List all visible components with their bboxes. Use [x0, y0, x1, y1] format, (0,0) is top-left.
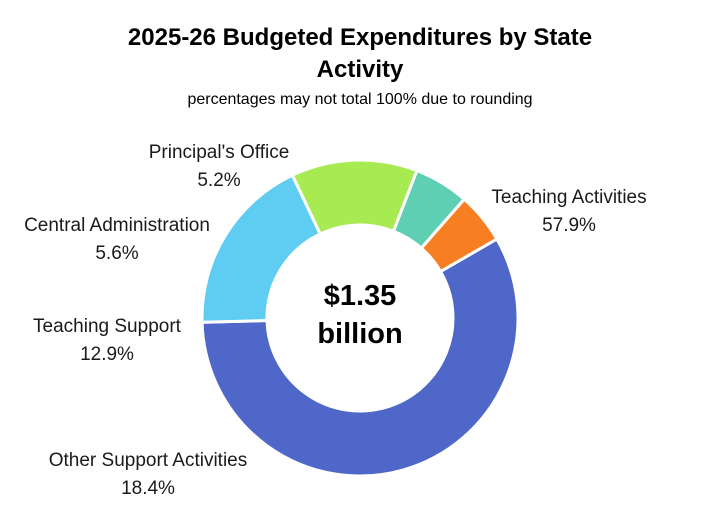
slice-label-name: Other Support Activities	[49, 450, 248, 471]
slice-principal-s-office	[419, 197, 499, 274]
slice-label-value: 18.4%	[121, 478, 175, 499]
slice-label-value: 57.9%	[542, 215, 596, 236]
chart-title-line-2: Activity	[317, 56, 404, 83]
chart-subtitle: percentages may not total 100% due to ro…	[187, 91, 532, 108]
donut-slices	[200, 158, 520, 478]
slice-labels: Teaching Activities 57.9% Other Support Ac…	[24, 142, 647, 499]
chart-title-line-1: 2025-26 Budgeted Expenditures by State	[128, 24, 592, 51]
slice-label-value: 12.9%	[80, 344, 134, 365]
slice-label-name: Teaching Support	[33, 316, 182, 337]
slice-label-name: Teaching Activities	[491, 187, 646, 208]
slice-label-value: 5.6%	[95, 243, 138, 264]
center-total-line-2: billion	[317, 318, 402, 350]
slice-label-name: Principal's Office	[149, 142, 290, 163]
slice-label-value: 5.2%	[197, 170, 240, 191]
slice-teaching-activities	[200, 236, 520, 478]
slice-label-name: Central Administration	[24, 215, 210, 236]
center-total-line-1: $1.35	[324, 280, 397, 312]
